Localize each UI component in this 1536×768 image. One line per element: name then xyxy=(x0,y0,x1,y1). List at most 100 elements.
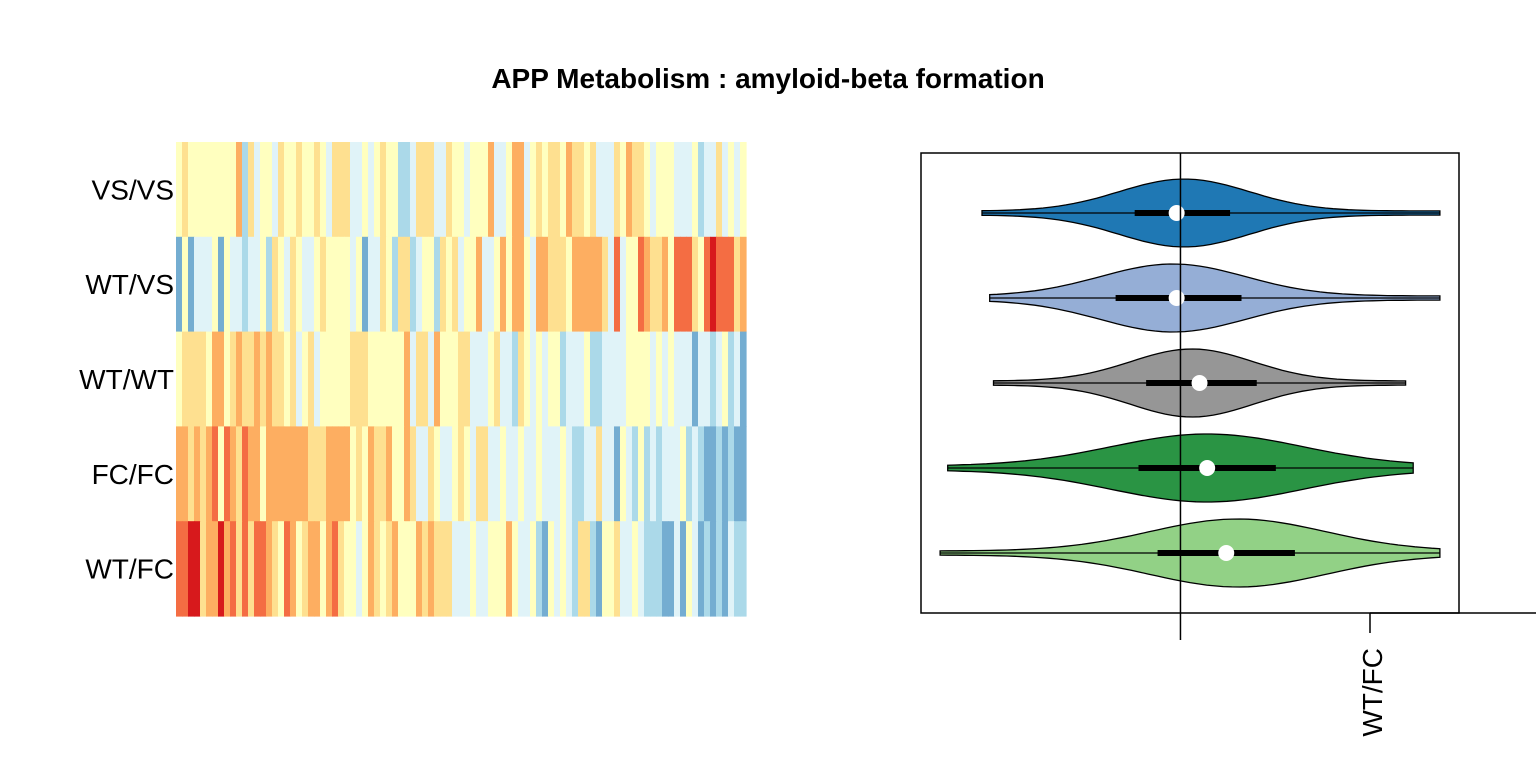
heatmap-cell xyxy=(662,236,669,333)
heatmap-cell xyxy=(500,426,507,522)
heatmap-cell xyxy=(542,331,549,427)
heatmap-cell xyxy=(314,331,321,427)
heatmap-cell xyxy=(320,142,327,238)
heatmap-cell xyxy=(500,331,507,427)
heatmap-cell xyxy=(326,331,333,427)
heatmap-cell xyxy=(224,331,231,427)
heatmap-cell xyxy=(518,426,525,522)
heatmap-cell xyxy=(416,331,423,427)
heatmap-cell xyxy=(230,142,237,238)
heatmap-cell xyxy=(686,521,693,617)
heatmap-cell xyxy=(380,426,387,522)
heatmap-cell xyxy=(584,521,591,617)
heatmap-cell xyxy=(248,331,255,427)
heatmap-cell xyxy=(470,331,477,427)
heatmap-cell xyxy=(314,142,321,238)
heatmap-cell xyxy=(596,426,603,522)
heatmap-cell xyxy=(224,236,231,333)
heatmap-cell xyxy=(182,236,189,333)
heatmap-cell xyxy=(422,331,429,427)
heatmap-cell xyxy=(434,142,441,238)
heatmap-cell xyxy=(410,521,417,617)
heatmap-cell xyxy=(374,331,381,427)
heatmap-cell xyxy=(614,331,621,427)
heatmap-cell xyxy=(272,331,279,427)
heatmap-cell xyxy=(548,521,555,617)
heatmap-cell xyxy=(542,142,549,238)
heatmap-cell xyxy=(332,142,339,238)
heatmap-cell xyxy=(716,426,723,522)
heatmap-cell xyxy=(356,426,363,522)
heatmap-cell xyxy=(278,331,285,427)
heatmap-cell xyxy=(230,331,237,427)
heatmap-cell xyxy=(686,426,693,522)
heatmap-cell xyxy=(212,331,219,427)
heatmap-cell xyxy=(242,331,249,427)
violin-median-point xyxy=(1168,205,1185,221)
heatmap-cell xyxy=(590,521,597,617)
heatmap-cell xyxy=(266,521,273,617)
heatmap-cell xyxy=(482,142,489,238)
heatmap-cell xyxy=(428,426,435,522)
heatmap-cell xyxy=(356,142,363,238)
heatmap-cell xyxy=(326,426,333,522)
heatmap-cell xyxy=(176,331,183,427)
heatmap-cell xyxy=(212,426,219,522)
heatmap-cell xyxy=(572,236,579,333)
heatmap-cell xyxy=(314,521,321,617)
heatmap-cell xyxy=(632,521,639,617)
heatmap-cell xyxy=(290,331,297,427)
heatmap-cell xyxy=(398,331,405,427)
heatmap-cell xyxy=(674,236,681,333)
heatmap-cell xyxy=(188,142,195,238)
heatmap-cell xyxy=(554,426,561,522)
heatmap-cell xyxy=(278,521,285,617)
heatmap-cell xyxy=(722,331,729,427)
heatmap-cell xyxy=(620,142,627,238)
heatmap-cell xyxy=(362,142,369,238)
heatmap-cell xyxy=(440,426,447,522)
heatmap-cell xyxy=(218,236,225,333)
heatmap-cell xyxy=(578,331,585,427)
heatmap-cell xyxy=(596,521,603,617)
heatmap-cell xyxy=(554,521,561,617)
heatmap-cell xyxy=(272,426,279,522)
heatmap-cell xyxy=(284,331,291,427)
heatmap-cell xyxy=(332,521,339,617)
heatmap-cell xyxy=(422,426,429,522)
heatmap-cell xyxy=(386,331,393,427)
heatmap-cell xyxy=(344,236,351,333)
heatmap-cell xyxy=(596,236,603,333)
heatmap-cell xyxy=(566,426,573,522)
heatmap-cell xyxy=(608,426,615,522)
heatmap-cell xyxy=(368,142,375,238)
heatmap-cell xyxy=(680,236,687,333)
heatmap-cell xyxy=(224,142,231,238)
heatmap-cell xyxy=(236,142,243,238)
heatmap-cell xyxy=(524,236,531,333)
heatmap-cell xyxy=(458,521,465,617)
heatmap-cell xyxy=(662,521,669,617)
heatmap-cell xyxy=(536,142,543,238)
heatmap-cell xyxy=(284,236,291,333)
heatmap-cell xyxy=(452,521,459,617)
heatmap-cell xyxy=(362,236,369,333)
heatmap-cell xyxy=(254,331,261,427)
heatmap-cell xyxy=(650,426,657,522)
heatmap-cell xyxy=(554,142,561,238)
heatmap-cell xyxy=(374,521,381,617)
heatmap-cell xyxy=(698,331,705,427)
heatmap-cell xyxy=(260,236,267,333)
heatmap-cell xyxy=(464,236,471,333)
heatmap-cell xyxy=(506,236,513,333)
heatmap-cell xyxy=(242,236,249,333)
heatmap-cell xyxy=(644,521,651,617)
heatmap-cell xyxy=(590,426,597,522)
heatmap-cell xyxy=(626,142,633,238)
heatmap-cell xyxy=(542,236,549,333)
heatmap-cell xyxy=(266,142,273,238)
heatmap-cell xyxy=(542,521,549,617)
heatmap-cell xyxy=(182,426,189,522)
heatmap-cell xyxy=(668,426,675,522)
